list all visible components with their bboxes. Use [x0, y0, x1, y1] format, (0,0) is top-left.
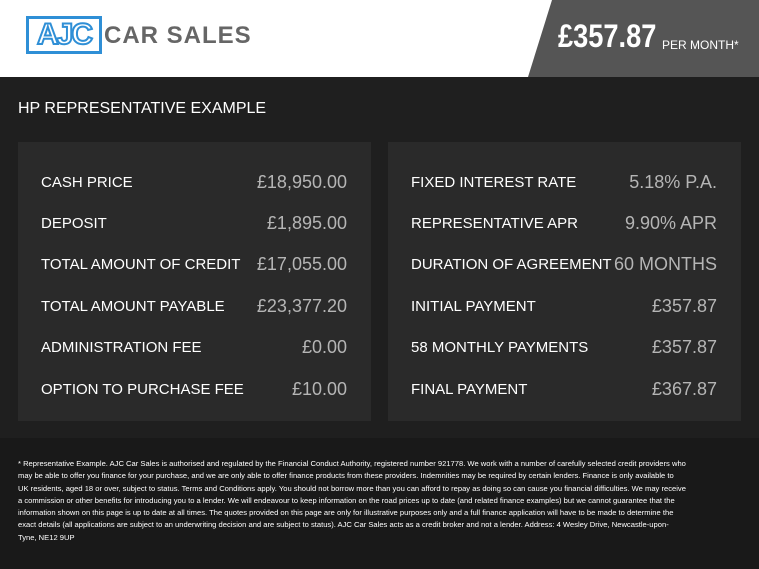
- finance-row: DEPOSIT £1,895.00: [41, 213, 347, 233]
- row-label: FINAL PAYMENT: [411, 381, 528, 398]
- row-label: TOTAL AMOUNT OF CREDIT: [41, 256, 241, 273]
- logo-text[interactable]: CAR SALES: [104, 22, 252, 49]
- row-value: 9.90% APR: [624, 213, 717, 233]
- row-value: £23,377.20: [256, 296, 347, 316]
- footnote: * Representative Example. AJC Car Sales …: [18, 459, 686, 542]
- row-label: FIXED INTEREST RATE: [411, 174, 577, 191]
- row-label: 58 MONTHLY PAYMENTS: [411, 339, 589, 356]
- row-label: REPRESENTATIVE APR: [411, 215, 578, 232]
- finance-row: INITIAL PAYMENT £357.87: [411, 296, 717, 316]
- monthly-price: £357.87: [558, 18, 657, 54]
- row-value: £1,895.00: [266, 213, 347, 233]
- finance-row: FINAL PAYMENT £367.87: [411, 379, 717, 399]
- finance-row: TOTAL AMOUNT OF CREDIT £17,055.00: [41, 254, 347, 274]
- section-title: HP REPRESENTATIVE EXAMPLE: [18, 100, 267, 117]
- logo-mark[interactable]: AJC: [26, 16, 102, 54]
- panel: FIXED INTEREST RATE 5.18% P.A. REPRESENTAT…: [388, 142, 741, 421]
- row-label: DEPOSIT: [41, 215, 107, 232]
- row-label: ADMINISTRATION FEE: [41, 339, 202, 356]
- price-suffix: PER MONTH*: [662, 38, 739, 52]
- row-value: 5.18% P.A.: [629, 172, 717, 192]
- finance-row: REPRESENTATIVE APR 9.90% APR: [411, 213, 717, 233]
- row-value: £18,950.00: [256, 172, 347, 192]
- footer: * Representative Example. AJC Car Sales …: [0, 438, 759, 569]
- row-label: TOTAL AMOUNT PAYABLE: [41, 298, 225, 315]
- row-value: £0.00: [301, 337, 347, 357]
- row-value: £17,055.00: [256, 254, 347, 274]
- price-box: [528, 0, 759, 77]
- finance-row: TOTAL AMOUNT PAYABLE £23,377.20: [41, 296, 347, 316]
- row-label: CASH PRICE: [41, 174, 133, 191]
- row-value: £357.87: [651, 296, 717, 316]
- finance-row: ADMINISTRATION FEE £0.00: [41, 337, 347, 357]
- row-label: INITIAL PAYMENT: [411, 298, 536, 315]
- row-value: £357.87: [651, 337, 717, 357]
- row-label: DURATION OF AGREEMENT: [411, 256, 612, 273]
- finance-row: DURATION OF AGREEMENT 60 MONTHS: [411, 254, 717, 274]
- row-value: £10.00: [291, 379, 347, 399]
- finance-row: OPTION TO PURCHASE FEE £10.00: [41, 379, 347, 399]
- header: AJC CAR SALES £357.87 PER MONTH*: [0, 0, 759, 77]
- row-value: 60 MONTHS: [613, 254, 717, 274]
- finance-row: 58 MONTHLY PAYMENTS £357.87: [411, 337, 717, 357]
- row-value: £367.87: [651, 379, 717, 399]
- row-label: OPTION TO PURCHASE FEE: [41, 381, 244, 398]
- finance-row: FIXED INTEREST RATE 5.18% P.A.: [411, 172, 717, 192]
- panel: CASH PRICE £18,950.00 DEPOSIT £1,895.00 TOTA…: [18, 142, 371, 421]
- finance-row: CASH PRICE £18,950.00: [41, 172, 347, 192]
